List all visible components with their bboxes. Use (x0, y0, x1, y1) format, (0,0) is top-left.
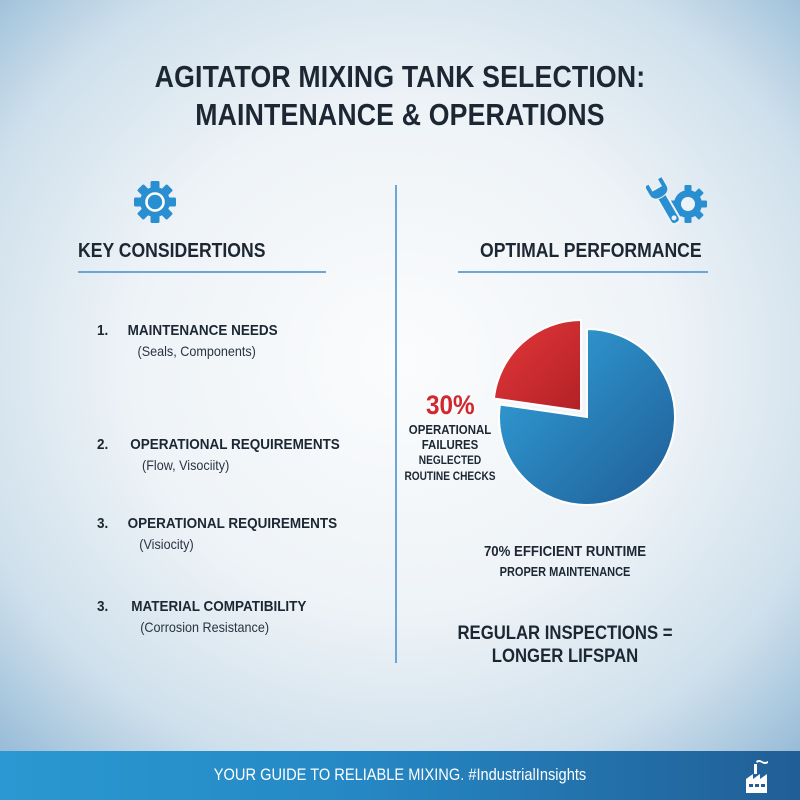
failure-label: OPERATIONAL FAILURES (408, 422, 492, 452)
key-considerations-heading: KEY CONSIDERTIONS (78, 240, 266, 262)
item-number: 2. (97, 436, 109, 453)
performance-pie-chart (480, 300, 700, 530)
inspection-callout: REGULAR INSPECTIONS = LONGER LIFSPAN (457, 623, 673, 667)
item-label: MAINTENANCE NEEDS (127, 322, 278, 339)
consideration-item: 3. MATERIAL COMPATIBILITY (Corrosion Res… (97, 598, 330, 635)
item-label: MATERIAL COMPATIBILITY (131, 598, 307, 615)
runtime-label: 70% EFFICIENT RUNTIME (483, 543, 647, 560)
consideration-item: 3. OPERATIONAL REQUIREMENTS (Visiocity) (97, 515, 364, 552)
column-divider (395, 185, 397, 663)
item-label: OPERATIONAL REQUIREMENTS (130, 436, 340, 453)
pie-slice-efficient-runtime (498, 327, 676, 506)
item-label: OPERATIONAL REQUIREMENTS (127, 515, 338, 532)
failure-percent: 30% (426, 390, 475, 420)
title-line-2: MAINTENANCE & OPERATIONS (195, 97, 605, 132)
right-heading-rule (458, 271, 708, 273)
failure-sublabel: NEGLECTED ROUTINE CHECKS (404, 455, 496, 483)
footer-tagline: YOUR GUIDE TO RELIABLE MIXING. #Industri… (213, 765, 587, 784)
consideration-item: 2. OPERATIONAL REQUIREMENTS (Flow, Visoc… (97, 436, 367, 473)
item-number: 3. (97, 598, 109, 615)
left-heading-rule (78, 271, 326, 273)
footer-banner: YOUR GUIDE TO RELIABLE MIXING. #Industri… (0, 751, 800, 800)
item-detail: (Flow, Visociity) (142, 457, 230, 473)
item-detail: (Seals, Components) (137, 343, 256, 359)
runtime-sublabel: PROPER MAINTENANCE (499, 565, 631, 579)
wrench-gear-icon (643, 175, 712, 241)
item-number: 1. (97, 322, 109, 339)
gear-icon (133, 180, 177, 229)
item-number: 3. (97, 515, 109, 532)
title-line-1: AGITATOR MIXING TANK SELECTION: (154, 59, 646, 94)
consideration-item: 1. MAINTENANCE NEEDS (Seals, Components) (97, 322, 298, 359)
factory-icon (744, 759, 770, 798)
item-detail: (Corrosion Resistance) (140, 619, 270, 635)
item-detail: (Visiocity) (139, 536, 194, 552)
page-title: AGITATOR MIXING TANK SELECTION: MAINTENA… (56, 58, 744, 134)
optimal-performance-heading: OPTIMAL PERFORMANCE (480, 240, 702, 262)
pie-slice-operational-failures (492, 318, 582, 413)
